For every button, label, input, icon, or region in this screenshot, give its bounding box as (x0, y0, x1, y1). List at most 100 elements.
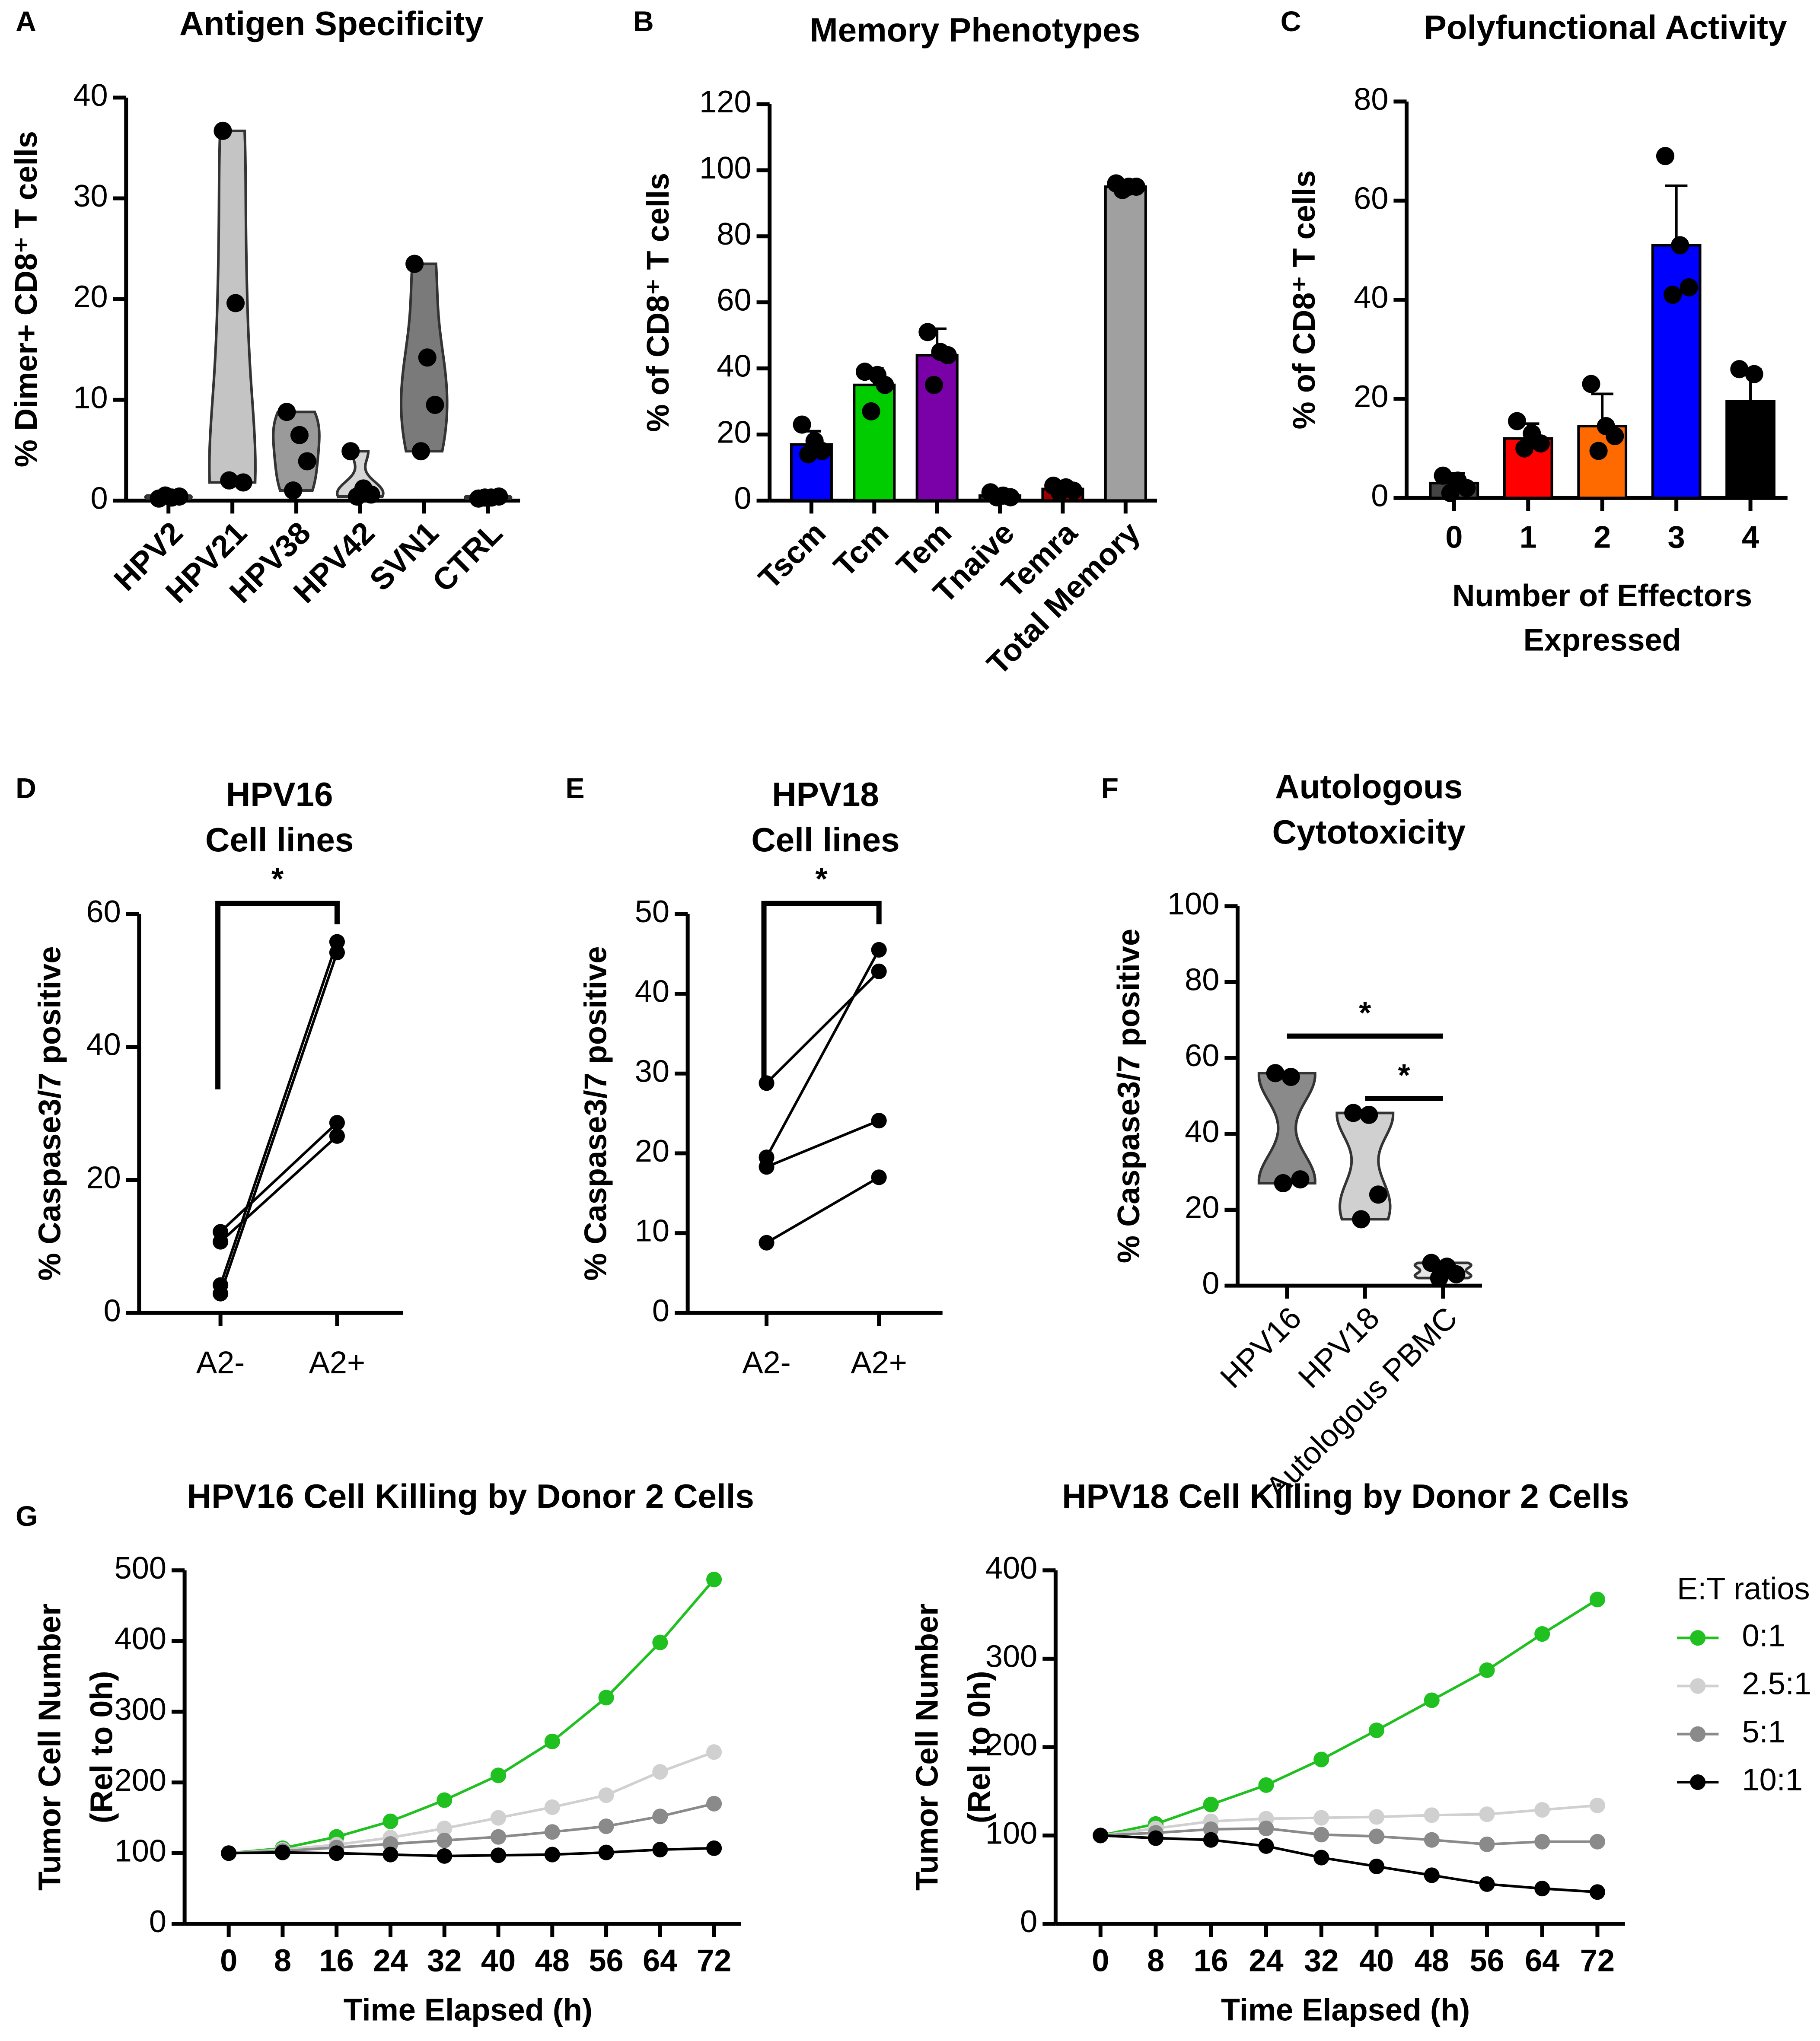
data-point (490, 1767, 507, 1783)
data-point (1479, 1662, 1495, 1678)
data-point (1424, 1867, 1440, 1883)
data-point (1368, 1722, 1385, 1739)
legend-label: 2.5:1 (1742, 1667, 1812, 1701)
data-point (1344, 1104, 1363, 1122)
data-point (813, 442, 832, 460)
data-point (1671, 236, 1689, 255)
data-point (234, 473, 252, 492)
data-point (1754, 409, 1772, 428)
data-point (862, 402, 880, 420)
y-tick-label: 80 (717, 217, 751, 252)
data-point (652, 1634, 668, 1650)
data-point (490, 1847, 507, 1863)
data-point (1656, 147, 1674, 166)
y-tick-label: 40 (1185, 1114, 1219, 1149)
x-axis-label: Time Elapsed (h) (344, 1993, 593, 2028)
data-point (1434, 466, 1452, 485)
data-point (1479, 1806, 1495, 1822)
y-tick-label: 200 (985, 1728, 1037, 1762)
x-tick-label: 48 (535, 1943, 570, 1978)
data-point (341, 442, 360, 461)
data-point (759, 1235, 775, 1251)
violin (1257, 1072, 1316, 1184)
y-tick-label: 0 (1020, 1904, 1037, 1939)
y-tick-label: 40 (73, 78, 108, 113)
data-point (1266, 1064, 1285, 1083)
data-point (347, 487, 367, 506)
data-point (1589, 1797, 1605, 1813)
y-tick-label: 500 (115, 1551, 166, 1586)
x-tick-label: 16 (1194, 1943, 1228, 1978)
chart-title: Autologous (1275, 767, 1463, 806)
y-tick-label: 120 (699, 85, 751, 119)
data-point (382, 1813, 398, 1829)
y-tick-label: 20 (86, 1161, 121, 1195)
data-point (1001, 488, 1020, 506)
data-point (405, 255, 424, 273)
data-point (1274, 1174, 1292, 1193)
chart-title: HPV18 (772, 775, 879, 813)
y-axis-label: % Caspase3/7 positive (579, 946, 613, 1280)
data-point (1589, 1884, 1605, 1900)
data-point (1313, 1827, 1329, 1843)
data-point (1589, 442, 1608, 460)
series-line (1100, 1804, 1598, 1837)
series-line (228, 1579, 715, 1855)
data-point (871, 1113, 887, 1129)
data-point (426, 395, 444, 414)
y-tick-label: 100 (1167, 887, 1219, 921)
y-tick-label: 200 (115, 1763, 166, 1798)
data-point (362, 485, 380, 504)
bar (853, 383, 896, 502)
data-point (1258, 1838, 1274, 1854)
data-point (213, 1234, 229, 1250)
data-point (938, 346, 957, 365)
data-point (1582, 375, 1600, 393)
pair-line (765, 970, 880, 1084)
data-point (1479, 1836, 1495, 1852)
legend-label: 0:1 (1742, 1618, 1785, 1653)
legend-title: E:T ratios (1677, 1572, 1810, 1606)
data-point (1368, 1828, 1385, 1844)
data-point (1589, 1592, 1605, 1608)
data-point (1534, 1834, 1550, 1850)
chart-title: Cytotoxicity (1272, 813, 1466, 851)
data-point (1422, 1254, 1441, 1272)
chart-title: HPV18 Cell Killing by Donor 2 Cells (1062, 1477, 1629, 1515)
bar (1104, 185, 1147, 502)
data-point (652, 1764, 668, 1780)
data-point (1281, 1067, 1300, 1086)
x-tick-label: 8 (1147, 1943, 1164, 1978)
x-tick-label: CTRL (426, 516, 509, 599)
panel-label: C (1281, 6, 1301, 38)
x-tick-label: Tcm (827, 516, 896, 584)
data-point (1368, 1858, 1385, 1875)
data-point (1664, 286, 1682, 304)
x-tick-label: 0 (1092, 1943, 1109, 1978)
data-point (793, 415, 811, 434)
pair-line (765, 949, 880, 1158)
x-tick-label: A2- (742, 1346, 790, 1380)
data-point (598, 1787, 614, 1803)
y-tick-label: 100 (985, 1816, 1037, 1850)
chart-title: Polyfunctional Activity (1424, 8, 1787, 46)
data-point (1424, 1832, 1440, 1848)
series-line (229, 1802, 714, 1855)
data-point (1113, 181, 1132, 199)
data-point (1258, 1777, 1274, 1793)
data-point (706, 1840, 722, 1856)
panel-label: A (16, 6, 36, 38)
y-tick-label: 300 (115, 1692, 166, 1727)
legend-marker (1690, 1630, 1706, 1646)
x-tick-label: 2 (1594, 520, 1611, 555)
significance-label: * (271, 862, 284, 897)
chart-title: Antigen Specificity (179, 4, 484, 42)
y-tick-label: 40 (86, 1028, 121, 1062)
data-point (924, 376, 943, 394)
data-point (437, 1832, 453, 1848)
error-bar (1665, 184, 1688, 245)
data-point (706, 1796, 722, 1812)
y-axis-label: (Rel to 0h) (962, 1671, 997, 1823)
data-point (598, 1690, 614, 1706)
y-tick-label: 20 (1185, 1191, 1219, 1225)
